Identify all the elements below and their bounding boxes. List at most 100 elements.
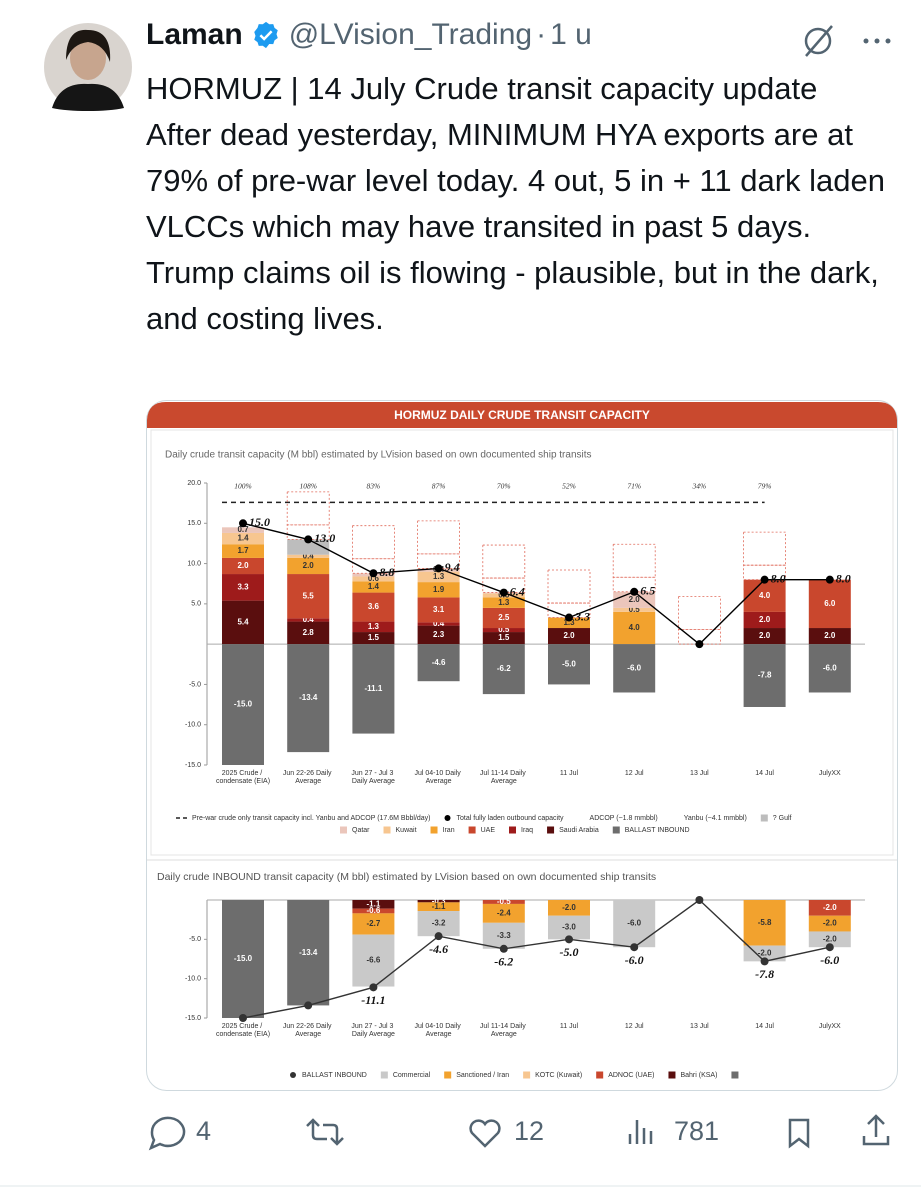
bar-segment [808,644,851,693]
bar-value-label: -2.0 [823,903,837,912]
bar-value-label: 2.0 [759,631,771,640]
y-tick-label: 20.0 [187,480,201,487]
bar-segment [222,544,264,558]
bar-value-label: -6.0 [627,919,641,928]
author-handle[interactable]: @LVision_Trading [288,18,533,51]
legend-swatch [612,826,620,834]
bar-value-label: -0.5 [497,897,511,906]
bookmark-button[interactable] [788,1118,810,1149]
bar-value-label: 0.4 [303,551,315,560]
bar-segment [417,644,460,682]
line-point [434,564,443,573]
grok-icon[interactable] [804,27,832,55]
bar-segment [808,628,851,645]
bar-value-label: -1.1 [432,902,446,911]
bar-value-label: 2.0 [824,631,836,640]
author-name[interactable]: Laman [146,18,243,51]
bar-value-label: 3.1 [433,605,445,614]
bar-value-label: 1.3 [433,572,445,581]
bar-segment [548,900,590,916]
like-count: 12 [514,1116,545,1146]
line-point [695,896,704,904]
chart-banner [147,402,897,428]
bar-segment [287,554,330,558]
capacity-label: 79% [758,482,772,491]
bar-value-label: -2.0 [823,934,837,943]
views-button[interactable] [628,1120,653,1144]
bar-value-label: 6.0 [824,599,836,608]
bar-value-label: -6.2 [497,664,511,673]
line-value-label: 15.0 [249,515,270,529]
line-value-label: -6.0 [625,953,644,967]
legend-swatch [547,826,555,834]
legend-swatch [430,826,438,834]
bar-segment [482,632,525,645]
bar-value-label: -3.3 [497,931,511,940]
line-point [304,1001,313,1010]
legend-swatch [509,826,516,834]
post-time[interactable]: 1 u [550,18,592,51]
bar-value-label: 2.8 [303,628,315,637]
bar-segment [613,900,656,948]
capacity-outline [678,596,721,631]
bar-value-label: 1.4 [368,582,380,591]
x-tick-label: 12 Jul [625,770,644,777]
legend-label: ADNOC (UAE) [608,1072,654,1079]
bar-value-label: 1.4 [237,534,249,543]
bar-value-label: -7.8 [758,671,772,680]
x-tick-label: Jun 22-26 Daily Average [283,1023,334,1038]
line-point [499,588,508,597]
reply-button[interactable] [148,1116,186,1151]
bar-segment [287,539,330,555]
line-value-label: 6.5 [640,584,655,598]
like-button[interactable] [469,1119,501,1148]
grok-icon-slash [805,25,833,57]
x-tick-label: 14 Jul [755,1023,774,1030]
share-button[interactable] [862,1114,890,1146]
x-tick-label: Jul 04-10 Daily Average [414,770,462,785]
legend-swatch [340,826,347,834]
legend-swatch [668,1071,676,1079]
bar-segment [482,607,525,629]
bar-segment [287,621,330,645]
bar-value-label: 5.4 [237,617,249,626]
bar-segment [287,574,330,619]
capacity-outline [417,520,461,555]
bar-segment [548,644,590,685]
bar-segment [352,581,395,593]
y-tick-label: 10.0 [187,560,201,567]
bar-segment [352,908,395,914]
x-tick-label: 11 Jul [560,770,579,777]
bar-value-label: 2.0 [563,631,575,640]
bar-segment [613,607,656,612]
legend-label: Saudi Arabia [559,827,599,834]
repost-button[interactable] [306,1118,344,1146]
media-card[interactable] [146,400,898,1091]
legend-label: Iran [443,827,455,834]
bar-segment [743,945,786,962]
line-point [369,983,378,992]
bar-value-label: 4.0 [759,591,771,600]
more-dot[interactable] [863,38,869,44]
bar-value-label: 2.0 [629,595,641,604]
bar-value-label: 1.3 [498,598,510,607]
bar-segment [352,621,395,633]
legend-swatch [523,1071,531,1079]
legend-label: Pre-war crude only transit capacity incl… [192,815,431,822]
bar-value-label: -13.4 [299,693,318,702]
line-point [825,575,834,584]
capacity-outline [612,543,656,578]
line-point [304,535,313,544]
x-tick-label: 12 Jul [625,1023,644,1030]
bar-segment [613,611,656,645]
x-tick-label: Jul 04-10 Daily Average [414,1023,462,1038]
legend-label: Bahri (KSA) [680,1072,717,1079]
x-tick-label: 14 Jul [755,770,774,777]
capacity-outline [547,569,591,604]
bar-segment [808,931,851,948]
bar-segment [352,913,395,935]
bar-value-label: -2.0 [823,919,837,928]
line-point [565,613,573,622]
bar-segment [417,622,460,626]
